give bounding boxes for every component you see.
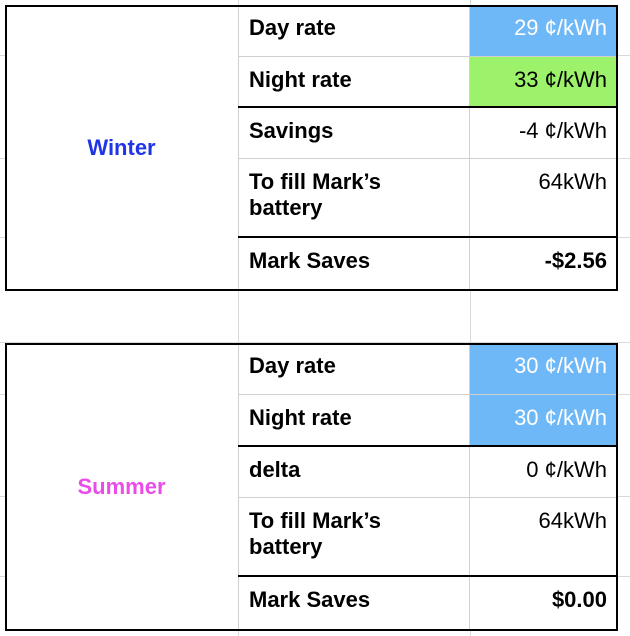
savings-label: Savings — [238, 108, 470, 158]
fill-battery-label: To fill Mark’s battery — [238, 159, 470, 236]
day-rate-value[interactable]: 29 ¢/kWh — [470, 5, 618, 56]
summer-season-label: Summer — [5, 343, 239, 631]
winter-saves-row[interactable]: Mark Saves -$2.56 — [238, 238, 618, 291]
mark-saves-label: Mark Saves — [238, 577, 470, 631]
grid-line — [0, 342, 630, 343]
savings-value[interactable]: -4 ¢/kWh — [518, 118, 607, 143]
fill-battery-value[interactable]: 64kWh — [538, 169, 607, 194]
winter-day-rate-row[interactable]: Day rate 29 ¢/kWh — [238, 5, 618, 56]
summer-saves-row[interactable]: Mark Saves $0.00 — [238, 577, 618, 631]
delta-value[interactable]: 0 ¢/kWh — [526, 457, 607, 482]
winter-fill-row[interactable]: To fill Mark’s battery 64kWh — [238, 159, 618, 236]
night-rate-label: Night rate — [238, 395, 470, 445]
row-divider — [238, 106, 618, 108]
night-rate-value[interactable]: 30 ¢/kWh — [470, 395, 618, 445]
row-divider — [238, 575, 618, 577]
grid-line — [238, 0, 239, 636]
delta-label: delta — [238, 447, 470, 497]
summer-fill-row[interactable]: To fill Mark’s battery 64kWh — [238, 498, 618, 575]
day-rate-value[interactable]: 30 ¢/kWh — [470, 343, 618, 394]
grid-line — [470, 0, 471, 636]
summer-day-rate-row[interactable]: Day rate 30 ¢/kWh — [238, 343, 618, 394]
day-rate-label: Day rate — [238, 343, 470, 394]
day-rate-label: Day rate — [238, 5, 470, 56]
mark-saves-value[interactable]: $0.00 — [551, 587, 607, 612]
mark-saves-value[interactable]: -$2.56 — [544, 248, 607, 273]
winter-table: Winter Day rate 29 ¢/kWh Night rate 33 ¢… — [5, 5, 618, 291]
mark-saves-label: Mark Saves — [238, 238, 470, 291]
row-divider — [238, 445, 618, 447]
summer-night-rate-row[interactable]: Night rate 30 ¢/kWh — [238, 395, 618, 445]
winter-savings-row[interactable]: Savings -4 ¢/kWh — [238, 108, 618, 158]
row-divider — [238, 236, 618, 238]
summer-delta-row[interactable]: delta 0 ¢/kWh — [238, 447, 618, 497]
winter-night-rate-row[interactable]: Night rate 33 ¢/kWh — [238, 57, 618, 107]
night-rate-value[interactable]: 33 ¢/kWh — [470, 57, 618, 107]
summer-table: Summer Day rate 30 ¢/kWh Night rate 30 ¢… — [5, 343, 618, 631]
fill-battery-value[interactable]: 64kWh — [538, 508, 607, 533]
fill-battery-label: To fill Mark’s battery — [238, 498, 470, 575]
night-rate-label: Night rate — [238, 57, 470, 107]
winter-season-label: Winter — [5, 5, 239, 291]
